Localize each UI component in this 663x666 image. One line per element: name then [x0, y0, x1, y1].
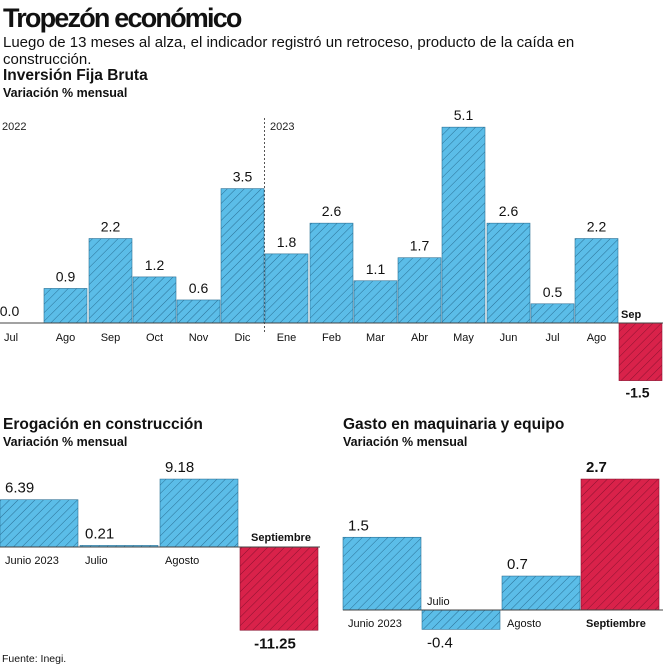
inversion-value-label-4: 0.6: [189, 280, 209, 296]
maquinaria-tick-label-3: Septiembre: [586, 618, 646, 630]
inversion-bar-14: [618, 322, 663, 381]
maquinaria-chart-ylabel: Variación % mensual: [343, 435, 468, 449]
inversion-value-label-7: 2.6: [322, 203, 342, 219]
inversion-bar-12: [530, 303, 575, 324]
inversion-tick-label-8: Mar: [366, 332, 385, 344]
inversion-value-label-12: 0.5: [543, 284, 563, 300]
inversion-bar-3: [132, 276, 177, 324]
construccion-bar-2: [159, 478, 239, 548]
inversion-tick-label-14: Sep: [621, 309, 641, 321]
inversion-tick-label-2: Sep: [101, 332, 121, 344]
inversion-bar-5: [220, 188, 265, 324]
construccion-value-label-2: 9.18: [165, 459, 194, 476]
maquinaria-tick-label-2: Agosto: [507, 618, 541, 630]
inversion-bar-2: [88, 238, 133, 324]
inversion-tick-label-12: Jul: [545, 332, 559, 344]
construccion-tick-label-2: Agosto: [165, 555, 199, 567]
construccion-bar-3: [239, 546, 319, 631]
inversion-tick-label-9: Abr: [411, 332, 428, 344]
construccion-chart: 6.39 Junio 2023 0.21 Julio 9.18 Agosto -11.25 S…: [0, 459, 320, 652]
maquinaria-chart-title: Gasto en maquinaria y equipo: [343, 416, 565, 433]
maquinaria-tick-label-0: Junio 2023: [348, 618, 402, 630]
inversion-value-label-5: 3.5: [233, 169, 253, 185]
maquinaria-bar-2: [501, 575, 581, 611]
year-label-2022: 2022: [2, 121, 26, 133]
maquinaria-bar-0: [342, 536, 422, 611]
inversion-value-label-6: 1.8: [277, 234, 297, 250]
maquinaria-tick-label-1: Julio: [427, 596, 450, 608]
maquinaria-chart: 1.5 Junio 2023 -0.4 Julio 0.7 Agosto 2.7 Septie…: [342, 459, 663, 651]
inversion-bar-9: [397, 257, 442, 324]
inversion-tick-label-1: Ago: [56, 332, 76, 344]
year-label-2023: 2023: [270, 121, 294, 133]
inversion-value-label-0: 0.0: [0, 303, 19, 319]
inversion-chart: 2022 2023 0.0 Jul 0.9 Ago 2.2 Sep 1.2 Oct 0.6 Nov 3.…: [0, 107, 663, 401]
inversion-value-label-13: 2.2: [587, 219, 607, 235]
inversion-value-label-2: 2.2: [101, 219, 121, 235]
source-note: Fuente: Inegi.: [2, 653, 67, 665]
maquinaria-value-label-2: 0.7: [507, 556, 528, 573]
maquinaria-value-label-3: 2.7: [586, 459, 607, 476]
construccion-bar-0: [0, 499, 79, 548]
maquinaria-value-label-0: 1.5: [348, 517, 369, 534]
inversion-tick-label-7: Feb: [322, 332, 341, 344]
construccion-tick-label-0: Junio 2023: [5, 555, 59, 567]
inversion-tick-label-0: Jul: [4, 332, 18, 344]
inversion-bar-6: [264, 253, 309, 324]
inversion-bar-4: [176, 299, 221, 324]
inversion-bar-10: [441, 126, 486, 324]
inversion-value-label-3: 1.2: [145, 257, 165, 273]
maquinaria-bar-1: [421, 609, 501, 630]
inversion-tick-label-10: May: [453, 332, 474, 344]
inversion-tick-label-6: Ene: [277, 332, 297, 344]
inversion-bar-1: [43, 288, 88, 324]
inversion-bar-7: [309, 222, 354, 324]
inversion-value-label-9: 1.7: [410, 238, 430, 254]
inversion-value-label-10: 5.1: [454, 107, 474, 123]
construccion-value-label-3: -11.25: [254, 635, 296, 652]
inversion-value-label-11: 2.6: [499, 203, 519, 219]
inversion-tick-label-3: Oct: [146, 332, 163, 344]
inversion-bar-8: [353, 280, 398, 324]
inversion-tick-label-11: Jun: [500, 332, 518, 344]
chart-main-title: Tropezón económico: [3, 3, 242, 33]
construccion-tick-label-1: Julio: [85, 555, 108, 567]
inversion-tick-label-13: Ago: [587, 332, 607, 344]
maquinaria-value-label-1: -0.4: [427, 634, 453, 651]
inversion-bar-11: [486, 222, 531, 324]
inversion-tick-label-5: Dic: [235, 332, 251, 344]
inversion-chart-ylabel: Variación % mensual: [3, 86, 128, 100]
inversion-value-label-8: 1.1: [366, 261, 386, 277]
construccion-value-label-1: 0.21: [85, 525, 114, 542]
construccion-tick-label-3: Septiembre: [251, 532, 311, 544]
maquinaria-bar-3: [580, 478, 660, 611]
construccion-chart-ylabel: Variación % mensual: [3, 435, 128, 449]
inversion-value-label-14: -1.5: [625, 385, 649, 401]
construccion-chart-title: Erogación en construcción: [3, 416, 203, 433]
inversion-value-label-1: 0.9: [56, 268, 76, 284]
inversion-chart-title: Inversión Fija Bruta: [3, 67, 148, 84]
construccion-value-label-0: 6.39: [5, 480, 34, 497]
inversion-tick-label-4: Nov: [189, 332, 209, 344]
chart-subtitle: Luego de 13 meses al alza, el indicador …: [3, 34, 575, 68]
inversion-bar-13: [574, 238, 619, 324]
